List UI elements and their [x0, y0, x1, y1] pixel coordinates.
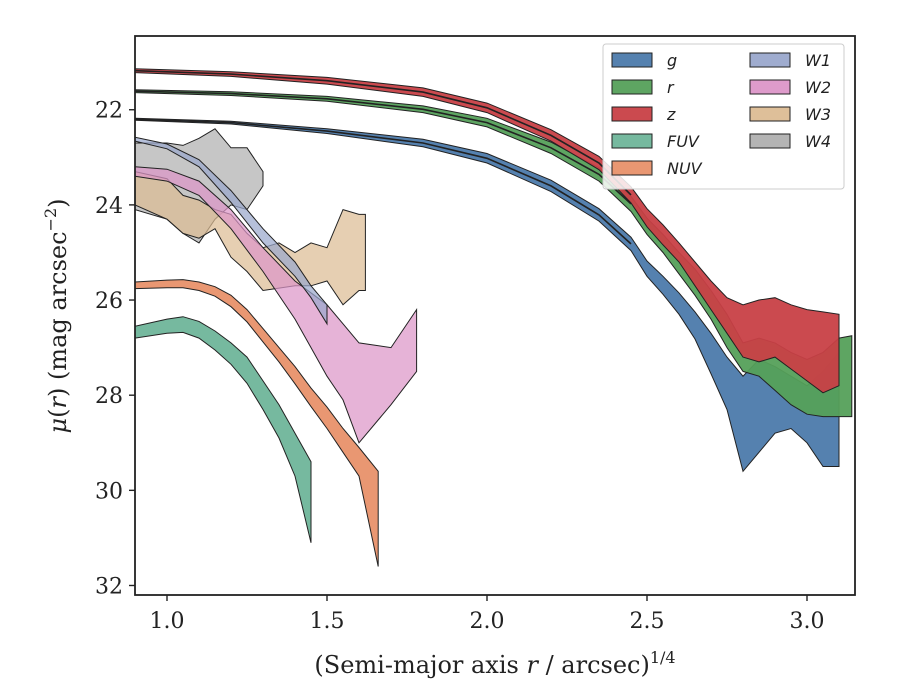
- legend-swatch-fuv: [611, 133, 653, 149]
- legend-label-nuv: NUV: [667, 159, 703, 178]
- x-tick-label: 2.5: [630, 609, 665, 634]
- legend: grz FUV NUV W1 W2 W3 W4: [602, 43, 845, 190]
- legend-label-w4: W4: [805, 132, 831, 151]
- series-band-w1: [135, 136, 328, 326]
- median-profile-layer: [135, 69, 632, 245]
- legend-swatch-w2: [749, 79, 791, 95]
- series-band-fuv: [135, 316, 312, 543]
- x-axis-title: (Semi-major axis r / arcsec)1/4: [314, 648, 675, 679]
- y-tick-label: 32: [95, 574, 123, 599]
- plot-frame: [134, 35, 856, 596]
- legend-swatch-w3: [749, 106, 791, 122]
- y-axis: 22 24 26 28 30 32: [95, 99, 135, 599]
- series-layer: [135, 68, 853, 567]
- series-band-nuv: [135, 279, 379, 567]
- legend-label-w3: W3: [805, 105, 831, 124]
- series-band-g: [135, 117, 840, 473]
- legend-swatch-w4: [749, 133, 791, 149]
- y-tick-label: 22: [95, 99, 123, 124]
- x-tick-label: 3.0: [790, 609, 825, 634]
- legend-label-w2: W2: [805, 78, 831, 97]
- y-tick-label: 28: [95, 384, 123, 409]
- median-profile-line: [135, 69, 632, 196]
- legend-swatch-nuv: [611, 160, 653, 176]
- legend-label-r: r: [667, 78, 675, 97]
- x-tick-label: 2.0: [470, 609, 505, 634]
- y-axis-title: μ(r) (mag arcsec−2): [41, 198, 72, 433]
- series-band-w2: [135, 166, 418, 444]
- median-profile-line: [135, 118, 632, 245]
- legend-label-g: g: [667, 51, 677, 70]
- x-tick-label: 1.5: [310, 609, 345, 634]
- legend-label-z: z: [666, 105, 676, 124]
- legend-label-fuv: FUV: [667, 132, 700, 151]
- x-tick-label: 1.0: [150, 609, 185, 634]
- y-tick-label: 26: [95, 289, 123, 314]
- median-profile-line: [135, 90, 632, 205]
- legend-swatch-g: [611, 52, 653, 68]
- y-tick-label: 30: [95, 479, 123, 504]
- legend-swatch-w1: [749, 52, 791, 68]
- y-tick-label: 24: [95, 194, 123, 219]
- legend-swatch-r: [611, 79, 653, 95]
- legend-swatch-z: [611, 106, 653, 122]
- x-axis: 1.0 1.5 2.0 2.5 3.0: [150, 595, 825, 634]
- legend-label-w1: W1: [805, 51, 831, 70]
